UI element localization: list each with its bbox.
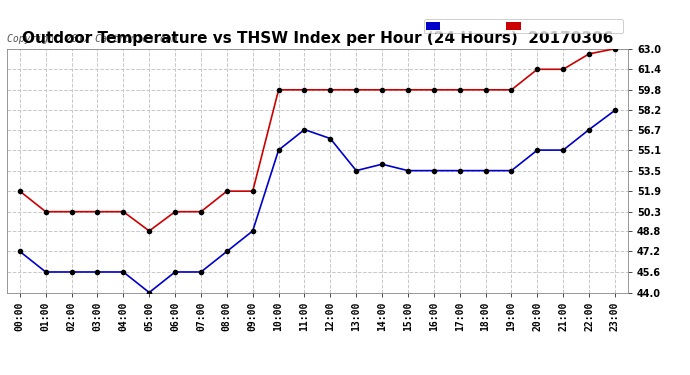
Title: Outdoor Temperature vs THSW Index per Hour (24 Hours)  20170306: Outdoor Temperature vs THSW Index per Ho… — [21, 31, 613, 46]
Legend: THSW  (°F), Temperature  (°F): THSW (°F), Temperature (°F) — [424, 20, 623, 33]
Text: Copyright 2017 Cartronics.com: Copyright 2017 Cartronics.com — [7, 34, 177, 44]
